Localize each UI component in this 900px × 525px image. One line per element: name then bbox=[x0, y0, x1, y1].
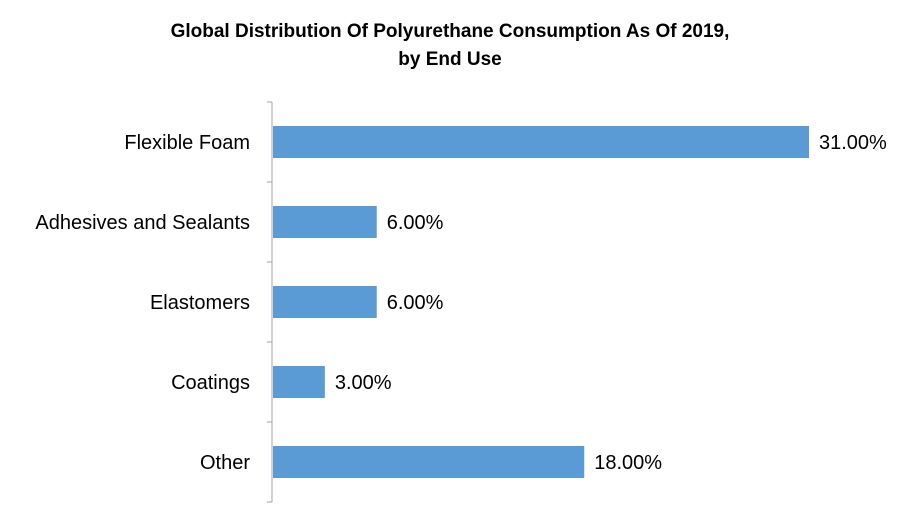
chart-title-line-2: by End Use bbox=[398, 49, 502, 70]
data-label: 18.00% bbox=[594, 452, 662, 474]
data-label: 6.00% bbox=[387, 292, 444, 314]
chart-title: Global Distribution Of Polyurethane Cons… bbox=[0, 18, 900, 74]
data-label: 31.00% bbox=[819, 132, 887, 154]
category-label: Other bbox=[200, 452, 250, 474]
bar bbox=[273, 286, 377, 318]
chart-title-line-1: Global Distribution Of Polyurethane Cons… bbox=[170, 21, 730, 42]
bar bbox=[273, 366, 325, 398]
bar bbox=[273, 446, 585, 478]
category-label: Flexible Foam bbox=[124, 132, 250, 154]
data-label: 6.00% bbox=[387, 212, 444, 234]
bar bbox=[273, 206, 377, 238]
category-label: Coatings bbox=[171, 372, 250, 394]
category-label: Adhesives and Sealants bbox=[35, 212, 250, 234]
category-label: Elastomers bbox=[150, 292, 250, 314]
bar bbox=[273, 126, 809, 158]
data-label: 3.00% bbox=[335, 372, 392, 394]
